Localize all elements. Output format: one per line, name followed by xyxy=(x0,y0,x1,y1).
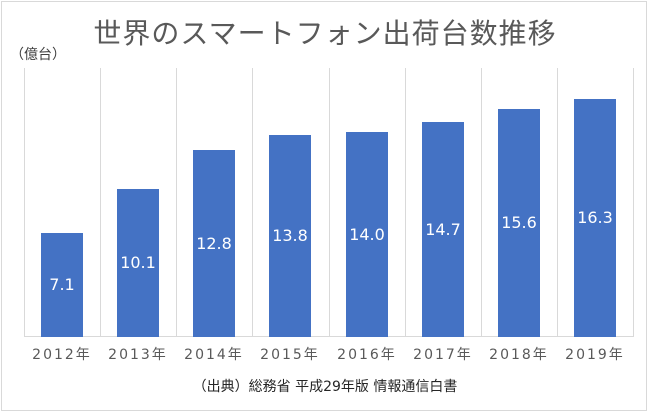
x-tick-label: 2017年 xyxy=(413,347,473,363)
bar-2019年: 16.3 xyxy=(574,99,616,337)
gridline xyxy=(405,68,406,337)
x-axis-labels: 2012年 2013年 2014年 2015年 2016年 2017年 2018年 2019年 xyxy=(24,344,633,364)
gridline xyxy=(100,68,101,337)
x-tick-label: 2012年 xyxy=(32,347,92,363)
bar-value-label: 16.3 xyxy=(577,208,613,227)
bar-2012年: 7.1 xyxy=(41,233,83,337)
bar-2018年: 15.6 xyxy=(498,109,540,337)
plot-area: 7.1 10.1 12.8 13.8 14.0 14.7 15.6 16.3 xyxy=(24,68,634,337)
x-tick-label: 2019年 xyxy=(565,347,625,363)
bar-2015年: 13.8 xyxy=(269,135,311,337)
chart-title: 世界のスマートフォン出荷台数推移 xyxy=(93,17,557,50)
y-axis-unit-label: （億台） xyxy=(10,47,66,63)
gridline xyxy=(633,68,634,337)
bar-value-label: 14.0 xyxy=(349,225,385,244)
bar-value-label: 14.7 xyxy=(425,220,461,239)
bar-value-label: 10.1 xyxy=(120,253,156,272)
gridline xyxy=(176,68,177,337)
x-tick-label: 2013年 xyxy=(108,347,168,363)
bar-2013年: 10.1 xyxy=(117,189,159,337)
x-tick-label: 2015年 xyxy=(260,347,320,363)
gridline xyxy=(252,68,253,337)
source-note: （出典）総務省 平成29年版 情報通信白書 xyxy=(192,379,458,395)
gridline xyxy=(24,68,25,337)
bar-value-label: 15.6 xyxy=(501,213,537,232)
x-axis-line xyxy=(24,336,633,337)
bar-2016年: 14.0 xyxy=(346,132,388,337)
gridline xyxy=(329,68,330,337)
bar-2014年: 12.8 xyxy=(193,150,235,337)
x-tick-label: 2014年 xyxy=(184,347,244,363)
x-tick-label: 2018年 xyxy=(489,347,549,363)
bar-value-label: 12.8 xyxy=(196,234,232,253)
x-tick-label: 2016年 xyxy=(337,347,397,363)
gridline xyxy=(481,68,482,337)
gridline xyxy=(557,68,558,337)
bar-2017年: 14.7 xyxy=(422,122,464,337)
bar-value-label: 13.8 xyxy=(272,226,308,245)
bar-value-label: 7.1 xyxy=(49,275,75,294)
